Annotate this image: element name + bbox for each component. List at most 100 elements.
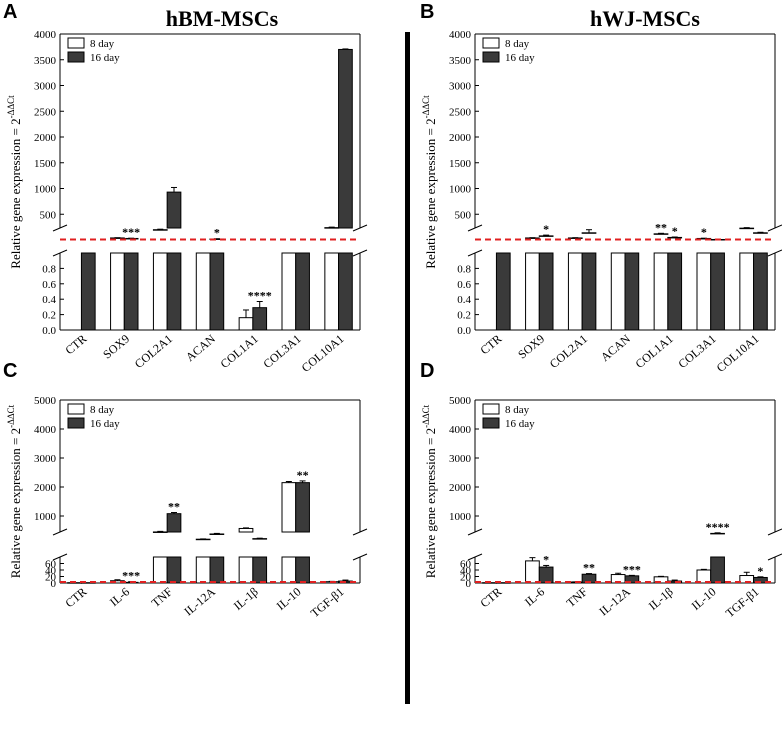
bar-8day-COL10A1: [324, 227, 340, 229]
y-tick-label-upper: 500: [455, 209, 472, 221]
y-tick-label-upper: 4000: [449, 424, 472, 436]
significance-label: *: [214, 226, 220, 240]
axis-break-mark: [352, 553, 368, 561]
legend-swatch-8day: [482, 403, 500, 415]
legend-swatch-8day: [67, 403, 85, 415]
legend-label-16day: 16 day: [90, 52, 120, 64]
bar-16day-COL10A1-lower: [753, 252, 768, 331]
bar-16day-COL10A1-lower: [338, 252, 353, 331]
significance-label: ***: [623, 562, 641, 576]
axis-break-mark: [467, 224, 483, 232]
axis-break-mark: [352, 249, 368, 257]
bar-8day-TNF-lower: [152, 556, 168, 584]
x-tick-label: COL1A1: [218, 332, 261, 371]
bar-8day-IL-12A-lower: [195, 556, 211, 584]
x-tick-label: TGF-β1: [308, 585, 347, 621]
y-tick-label-lower: 20: [45, 572, 57, 584]
bar-8day-TNF: [152, 531, 168, 533]
x-tick-label: IL-1β: [646, 585, 676, 613]
axis-break-mark: [767, 553, 782, 561]
y-tick-label-upper: 1500: [34, 158, 57, 170]
bar-16day-COL1A1-lower: [667, 252, 683, 331]
column-separator: [405, 32, 410, 704]
bar-8day-COL3A1-lower: [696, 252, 712, 331]
bar-8day-IL-6: [525, 560, 540, 584]
y-tick-label-lower: 20: [460, 572, 472, 584]
legend-label-16day: 16 day: [505, 52, 535, 64]
axis-break-mark: [467, 249, 483, 257]
x-tick-label: COL2A1: [132, 332, 175, 371]
bar-8day-COL10A1: [739, 227, 755, 230]
legend-label-8day: 8 day: [90, 38, 115, 50]
x-tick-label: ACAN: [598, 331, 633, 364]
x-tick-label: TNF: [564, 584, 591, 610]
y-axis-label-superscript: -ΔΔCt: [421, 95, 431, 119]
significance-label: ***: [122, 225, 140, 239]
y-tick-label-upper: 3000: [34, 81, 57, 93]
bar-16day-COL3A1: [295, 252, 310, 331]
y-tick-label-lower: 0: [466, 578, 472, 590]
x-tick-label: COL2A1: [547, 332, 590, 371]
y-axis-label-main: Relative gene expression = 2: [423, 118, 438, 268]
bar-16day-ACAN-lower: [209, 252, 225, 331]
y-axis-label: Relative gene expression = 2-ΔΔCt: [6, 404, 23, 578]
bar-8day-COL2A1-lower: [152, 252, 168, 331]
panel-letter: C: [3, 360, 17, 382]
y-tick-label-lower: 0.8: [457, 263, 471, 275]
bar-8day-COL3A1: [281, 252, 297, 331]
y-axis-label-main: Relative gene expression = 2: [8, 118, 23, 268]
y-tick-label-upper: 3000: [449, 81, 472, 93]
x-tick-label: COL10A1: [299, 332, 347, 375]
bar-16day-COL2A1: [581, 232, 597, 234]
y-tick-label-lower: 0.4: [42, 294, 56, 306]
legend-swatch-16day: [67, 51, 85, 63]
y-tick-label-lower: 60: [45, 559, 57, 571]
axis-break-mark: [352, 528, 368, 536]
bar-16day-COL10A1: [338, 48, 353, 229]
x-tick-label: IL-6: [522, 585, 547, 609]
x-tick-label: IL-10: [274, 585, 304, 613]
y-tick-label-upper: 3500: [449, 55, 472, 67]
legend-swatch-16day: [67, 417, 85, 429]
x-tick-label: IL-6: [107, 585, 132, 609]
bar-8day-COL2A1: [152, 229, 168, 231]
y-tick-label-upper: 2000: [34, 132, 57, 144]
bar-8day-SOX9-lower: [525, 252, 540, 331]
y-tick-label-lower: 0.8: [42, 263, 56, 275]
bar-8day-COL10A1-lower: [324, 252, 340, 331]
y-axis-label: Relative gene expression = 2-ΔΔCt: [6, 95, 23, 269]
bar-8day-IL-1β: [238, 527, 254, 533]
y-tick-label-upper: 3000: [449, 453, 472, 465]
y-tick-label-lower: 0.2: [457, 310, 471, 322]
bar-16day-COL2A1: [166, 191, 182, 229]
significance-label: **: [655, 220, 667, 234]
y-tick-label-upper: 2000: [449, 482, 472, 494]
axis-break-mark: [52, 224, 68, 232]
legend-label-16day: 16 day: [505, 418, 535, 430]
y-tick-label-upper: 4000: [449, 29, 472, 41]
y-tick-label-lower: 0.2: [42, 310, 56, 322]
y-tick-label-lower: 0.6: [457, 279, 471, 291]
axis-break-mark: [767, 528, 782, 536]
axis-break-mark: [767, 224, 782, 232]
axis-break-mark: [52, 528, 68, 536]
x-tick-label: TGF-β1: [723, 585, 762, 621]
y-tick-label-lower: 0.0: [457, 325, 471, 337]
y-axis-label: Relative gene expression = 2-ΔΔCt: [421, 95, 438, 269]
bar-16day-CTR: [495, 252, 511, 331]
x-tick-label: IL-12A: [596, 584, 633, 618]
bar-8day-COL1A1-lower: [653, 252, 669, 331]
bar-16day-TNF-lower: [166, 556, 182, 584]
significance-label: *: [757, 564, 763, 578]
panel-letter: D: [420, 360, 434, 382]
legend-swatch-16day: [482, 417, 500, 429]
legend-swatch-8day: [482, 37, 500, 49]
y-axis-label: Relative gene expression = 2-ΔΔCt: [421, 404, 438, 578]
bar-8day-ACAN: [610, 252, 626, 331]
bar-8day-IL-10-lower: [281, 556, 297, 584]
y-axis-label-superscript: -ΔΔCt: [421, 404, 431, 428]
axis-break-mark: [467, 528, 483, 536]
x-tick-label: TNF: [149, 584, 176, 610]
